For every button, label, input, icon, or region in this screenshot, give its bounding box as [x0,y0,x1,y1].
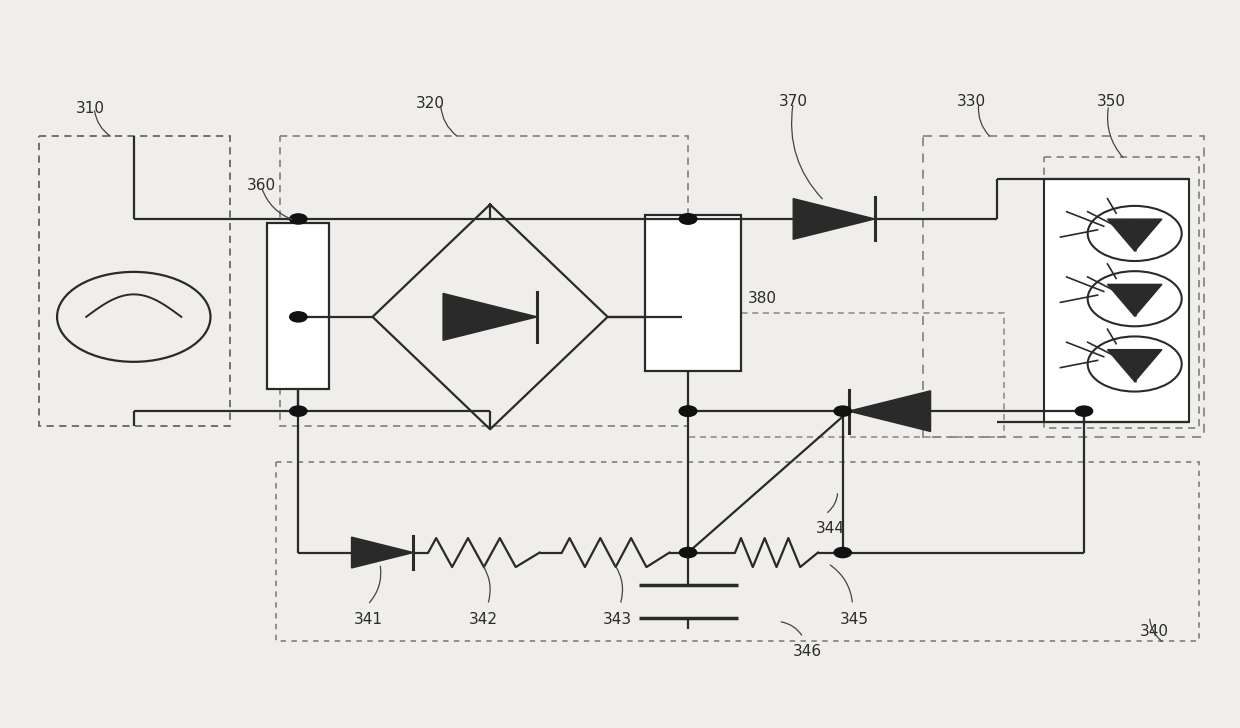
Text: 346: 346 [794,644,822,659]
Text: 345: 345 [841,612,869,627]
Circle shape [680,214,697,224]
FancyBboxPatch shape [1044,179,1189,422]
FancyBboxPatch shape [268,223,330,389]
Text: 320: 320 [415,95,445,111]
Polygon shape [1107,349,1162,381]
Text: 370: 370 [779,94,807,109]
Text: 340: 340 [1140,624,1168,638]
Circle shape [680,406,697,416]
Circle shape [680,547,697,558]
Circle shape [290,312,308,322]
Polygon shape [443,293,537,340]
Text: 342: 342 [469,612,498,627]
Text: 341: 341 [353,612,383,627]
Text: 330: 330 [956,94,986,109]
Polygon shape [1107,285,1162,316]
Text: 350: 350 [1096,94,1126,109]
Polygon shape [1107,219,1162,251]
Polygon shape [849,391,930,432]
Text: 360: 360 [247,178,275,194]
Circle shape [835,406,852,416]
Text: 343: 343 [603,612,632,627]
Circle shape [1075,406,1092,416]
Circle shape [290,406,308,416]
Text: 344: 344 [816,521,844,536]
Polygon shape [351,537,413,568]
Text: 380: 380 [748,291,776,306]
Polygon shape [794,199,875,240]
Text: 310: 310 [76,101,104,116]
Circle shape [290,214,308,224]
Circle shape [680,214,697,224]
Circle shape [680,406,697,416]
FancyBboxPatch shape [645,215,742,371]
Circle shape [835,547,852,558]
